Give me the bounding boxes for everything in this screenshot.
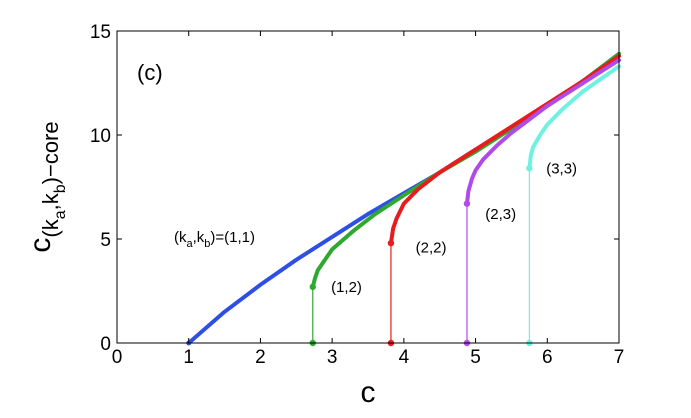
x-tick-label: 7 [614, 347, 625, 368]
x-tick-label: 1 [183, 347, 194, 368]
y-tick-label: 10 [90, 126, 111, 147]
annotation-layer: (1,2) (2,2) (2,3) (3,3) [331, 160, 577, 296]
x-tick-label: 5 [470, 347, 481, 368]
tick-layer: 0 1 2 3 4 5 6 7 0 5 10 15 [90, 22, 624, 368]
x-tick-label: 2 [255, 347, 266, 368]
series-marker-jump-1 [309, 283, 316, 291]
x-tick-label: 3 [327, 347, 338, 368]
x-axis-label: c [361, 376, 376, 409]
series-marker-jump-4 [526, 165, 533, 172]
x-tick-label: 0 [112, 347, 123, 368]
series-label-1-1: (ka,kb)=(1,1) [174, 229, 255, 250]
series-annotation: (2,3) [485, 206, 516, 223]
y-axis-label: c(ka,kb)−core [24, 121, 69, 252]
svg-text:c(ka,kb)−core: c(ka,kb)−core [24, 121, 69, 252]
x-tick-label: 4 [399, 347, 410, 368]
series-annotation: (1,2) [331, 279, 362, 296]
series-marker-jump-3 [463, 200, 471, 207]
x-tick-label: 6 [542, 347, 553, 368]
series-marker-jump-2 [387, 239, 395, 247]
panel-label: (c) [137, 60, 163, 85]
plot-frame [116, 30, 620, 344]
y-tick-label: 0 [100, 334, 111, 355]
series-line-3 [464, 58, 621, 206]
y-tick-label: 5 [100, 230, 111, 251]
plot-area [117, 31, 619, 343]
series-layer [186, 51, 621, 345]
series-line-4 [527, 64, 621, 171]
series-annotation: (3,3) [546, 160, 577, 177]
y-tick-label: 15 [90, 22, 111, 43]
series-annotation: (2,2) [416, 239, 447, 256]
